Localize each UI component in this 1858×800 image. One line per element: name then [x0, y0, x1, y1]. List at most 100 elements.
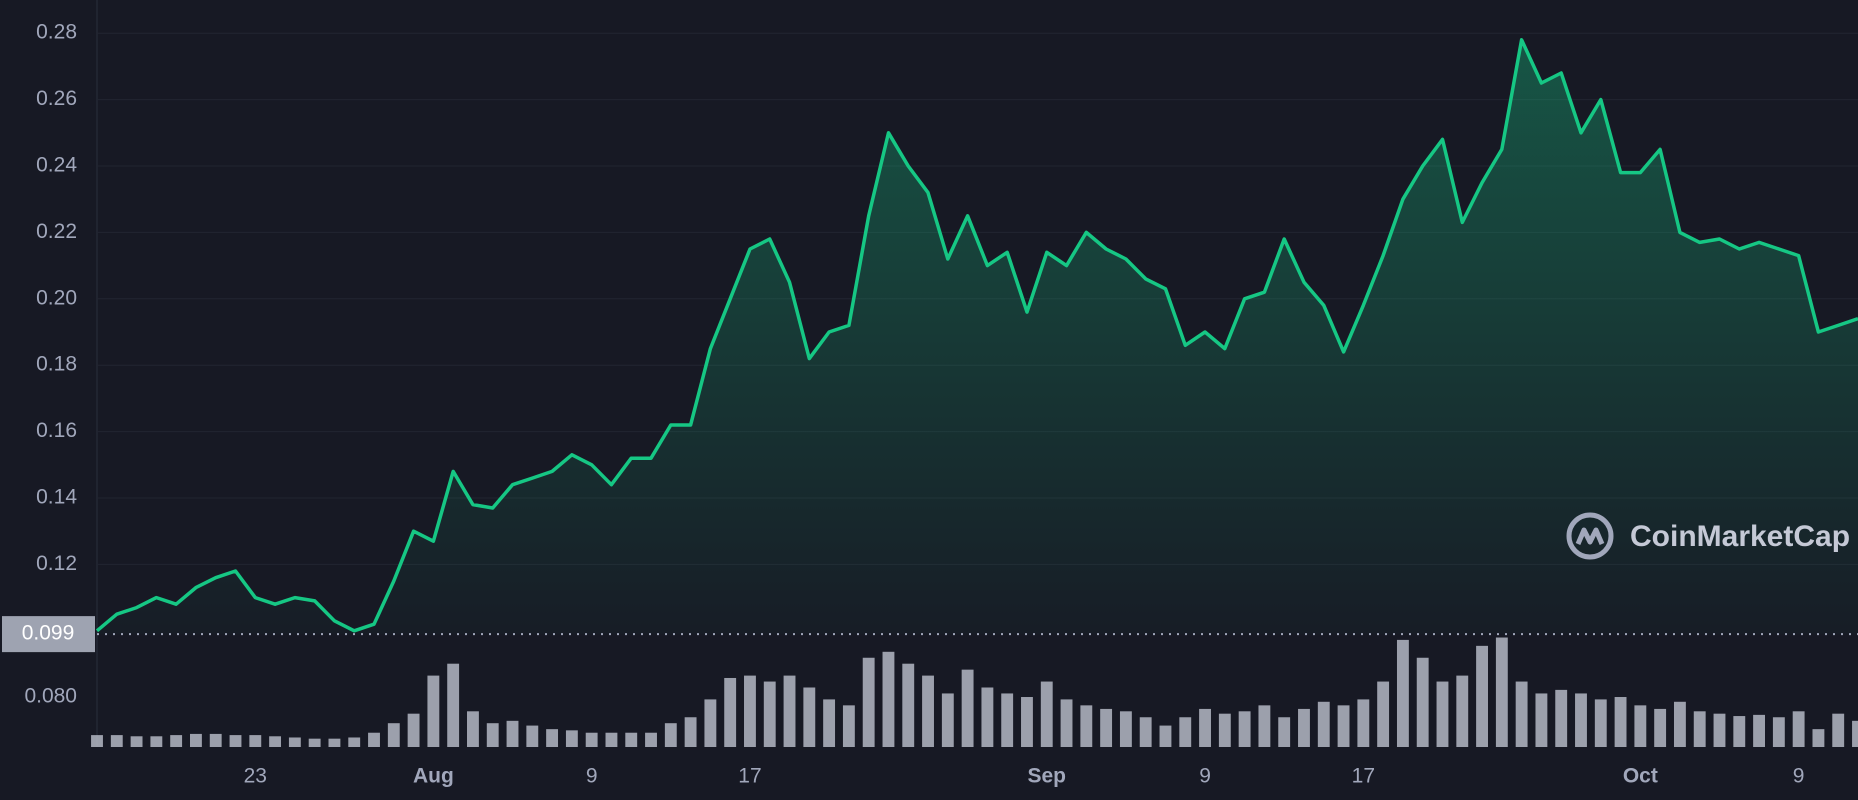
volume-bar: [447, 663, 460, 747]
volume-bar: [1416, 657, 1429, 747]
volume-bar: [1278, 717, 1291, 747]
volume-bar: [1337, 705, 1350, 747]
volume-bar: [229, 735, 242, 747]
volume-bar: [1258, 705, 1271, 747]
volume-bar: [467, 711, 479, 747]
volume-bar: [130, 736, 143, 747]
volume-bar: [1515, 681, 1528, 747]
volume-bar: [941, 693, 954, 747]
current-price-label: 0.099: [22, 622, 75, 645]
x-tick-label: Aug: [413, 765, 454, 788]
volume-bar: [189, 733, 202, 747]
volume-bar: [1159, 725, 1172, 747]
price-line: [95, 38, 1858, 633]
x-tick-label: 23: [244, 765, 267, 788]
current-price-badge: [2, 616, 95, 653]
volume-bar: [1614, 697, 1627, 747]
volume-bar: [1317, 701, 1330, 747]
x-tick-label: Sep: [1027, 765, 1066, 788]
volume-bar: [387, 723, 400, 747]
volume-bar: [1396, 639, 1409, 747]
volume-bar: [744, 675, 756, 747]
volume-bar: [1673, 701, 1686, 747]
x-tick-label: Oct: [1623, 765, 1658, 788]
volume-bar: [684, 717, 697, 747]
volume-bar: [288, 737, 301, 747]
volume-bar: [1772, 717, 1785, 747]
volume-bar: [1812, 729, 1825, 747]
volume-bar: [1654, 708, 1667, 747]
volume-bar: [1100, 708, 1113, 747]
volume-bar: [803, 687, 816, 747]
volume-bar: [585, 732, 598, 747]
volume-bar: [1555, 689, 1568, 747]
volume-bar: [526, 725, 539, 747]
volume-bar: [1021, 697, 1033, 747]
volume-bar: [565, 730, 578, 747]
volume-bar: [1733, 716, 1746, 747]
y-tick-label: 0.14: [36, 486, 77, 509]
volume-bar: [823, 699, 836, 747]
volume-bar: [1792, 711, 1805, 747]
volume-bar: [91, 735, 103, 747]
volume-bar: [961, 669, 974, 747]
y-tick-label: 0.080: [24, 685, 77, 708]
y-tick-label: 0.12: [36, 552, 77, 575]
volume-bar: [882, 651, 895, 747]
y-tick-label: 0.28: [36, 21, 77, 44]
volume-bar: [1199, 708, 1211, 747]
x-tick-label: 17: [738, 765, 761, 788]
volume-bar: [1852, 720, 1858, 747]
volume-bar: [1298, 708, 1310, 747]
volume-bar: [170, 735, 183, 747]
volume-bar: [407, 713, 420, 747]
volume-bar: [605, 732, 618, 747]
logo: [1566, 512, 1614, 560]
volume-bar: [1139, 717, 1152, 747]
volume-bar: [922, 675, 934, 747]
watermark: CoinMarketCap: [1630, 520, 1850, 553]
volume-bar: [1060, 699, 1073, 747]
volume-bar: [1575, 693, 1587, 747]
y-tick-label: 0.16: [36, 419, 77, 442]
volume-bar: [625, 732, 638, 747]
volume-bar: [1040, 681, 1053, 747]
volume-bar: [1357, 699, 1370, 747]
volume-bar: [249, 735, 262, 747]
volume-bar: [110, 735, 123, 747]
volume-bar: [645, 732, 657, 747]
volume-bar: [1456, 675, 1469, 747]
volume-bar: [902, 663, 915, 747]
y-tick-label: 0.18: [36, 353, 77, 376]
volume-bar: [1080, 705, 1093, 747]
volume-bar: [1179, 717, 1192, 747]
volume-bar: [1377, 681, 1390, 747]
y-tick-label: 0.20: [36, 286, 77, 309]
volume-bar: [328, 738, 341, 747]
volume-bar: [981, 687, 994, 747]
volume-bar: [1001, 693, 1014, 747]
volume-bar: [209, 733, 222, 747]
volume-bar: [1713, 713, 1726, 747]
volume-bar: [704, 699, 717, 747]
x-tick-label: 9: [1199, 765, 1211, 788]
volume-bar: [368, 732, 380, 747]
volume-bar: [1753, 714, 1766, 747]
volume-bar: [862, 657, 875, 747]
volume-bar: [506, 720, 519, 747]
x-tick-label: 9: [1793, 765, 1805, 788]
volume-bar: [1238, 711, 1251, 747]
volume-bar: [1119, 711, 1132, 747]
volume-bar: [1495, 637, 1508, 747]
x-tick-label: 9: [586, 765, 598, 788]
y-tick-label: 0.22: [36, 220, 77, 243]
volume-bar: [724, 677, 737, 747]
volume-bar: [1436, 681, 1449, 747]
volume-bar: [150, 736, 163, 747]
volume-bar: [1693, 711, 1706, 747]
volume-bar: [1476, 645, 1488, 747]
volume-bar: [664, 723, 677, 747]
volume-bar: [1634, 705, 1647, 747]
